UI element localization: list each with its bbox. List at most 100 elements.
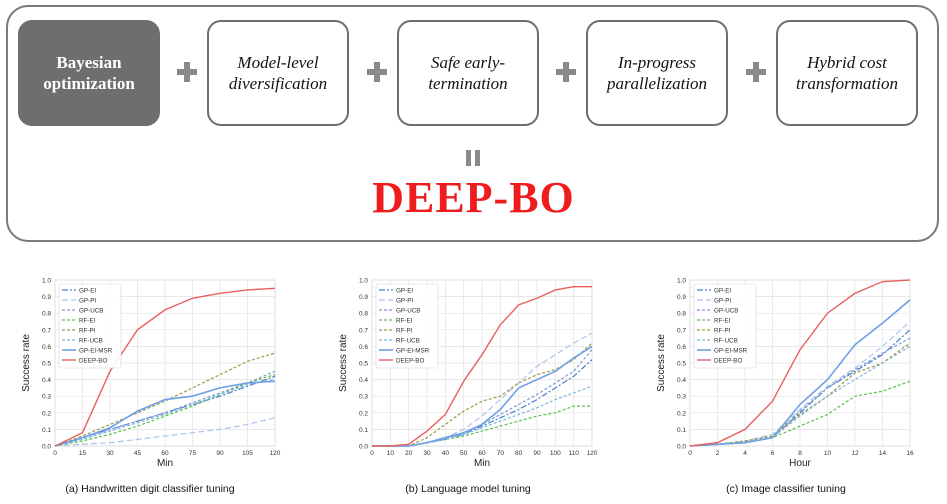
legend-label: RF-PI bbox=[714, 328, 731, 335]
y-tick-label: 0.6 bbox=[42, 344, 51, 351]
series-line-gp-ei-msr bbox=[689, 299, 911, 447]
y-axis-label: Success rate bbox=[338, 334, 349, 392]
y-tick-label: 0.8 bbox=[677, 311, 686, 318]
x-tick-label: 105 bbox=[242, 450, 253, 457]
x-tick-label: 45 bbox=[134, 450, 142, 457]
y-tick-label: 0.7 bbox=[677, 327, 686, 334]
x-tick-label: 30 bbox=[106, 450, 114, 457]
x-tick-label: 4 bbox=[743, 450, 747, 457]
component-bayesian-optimization: Bayesian optimization bbox=[18, 20, 160, 126]
y-tick-label: 0.8 bbox=[359, 311, 368, 318]
x-tick-label: 70 bbox=[497, 450, 505, 457]
y-tick-label: 0.7 bbox=[42, 327, 51, 334]
x-tick-label: 30 bbox=[423, 450, 431, 457]
x-tick-label: 100 bbox=[550, 450, 561, 457]
legend-label: GP-EI-MSR bbox=[714, 348, 748, 355]
legend-label: GP-PI bbox=[396, 298, 413, 305]
chart-c-caption: (c) Image classifier tuning bbox=[726, 483, 846, 495]
y-axis-label: Success rate bbox=[21, 334, 32, 392]
y-tick-label: 0.3 bbox=[677, 394, 686, 401]
y-tick-label: 0.3 bbox=[359, 394, 368, 401]
chart-b-caption: (b) Language model tuning bbox=[405, 483, 531, 495]
x-tick-label: 110 bbox=[568, 450, 579, 457]
series-line-deep-bo bbox=[689, 279, 911, 447]
x-axis-label: Hour bbox=[789, 458, 811, 469]
legend-label: GP-UCB bbox=[714, 308, 739, 315]
y-tick-label: 0.7 bbox=[359, 327, 368, 334]
x-tick-label: 0 bbox=[688, 450, 692, 457]
x-tick-label: 90 bbox=[216, 450, 224, 457]
y-tick-label: 1.0 bbox=[42, 278, 51, 285]
series-line-rf-ei bbox=[54, 374, 276, 447]
legend-label: DEEP-BO bbox=[79, 358, 107, 365]
y-tick-label: 0.0 bbox=[677, 444, 686, 451]
legend-label: RF-UCB bbox=[79, 338, 103, 345]
x-tick-label: 12 bbox=[851, 450, 859, 457]
y-axis-label: Success rate bbox=[656, 334, 667, 392]
series-line-deep-bo bbox=[54, 287, 276, 447]
y-tick-label: 0.0 bbox=[359, 444, 368, 451]
y-tick-label: 0.9 bbox=[359, 294, 368, 301]
x-tick-label: 20 bbox=[405, 450, 413, 457]
legend-box bbox=[693, 283, 757, 369]
y-tick-label: 0.8 bbox=[42, 311, 51, 318]
plus-icon bbox=[177, 62, 197, 82]
y-tick-label: 0.6 bbox=[359, 344, 368, 351]
x-tick-label: 120 bbox=[270, 450, 281, 457]
y-tick-label: 0.9 bbox=[42, 294, 51, 301]
y-tick-label: 0.2 bbox=[359, 410, 368, 417]
legend-label: GP-UCB bbox=[396, 308, 421, 315]
series-line-rf-pi bbox=[54, 352, 276, 447]
legend-box bbox=[58, 283, 122, 369]
x-axis-label: Min bbox=[157, 458, 173, 469]
chart-a-plot: 0.0 0.1 0.2 0.3 0.4 0.5 0.6 0.7 0.8 0.9 1.0 0 15 30 45… bbox=[21, 278, 281, 470]
x-tick-label: 120 bbox=[587, 450, 598, 457]
result-title: DEEP-BO bbox=[372, 173, 575, 222]
series-line-gp-ei-msr bbox=[372, 345, 593, 447]
component-hybrid-cost-transformation: Hybrid cost transformation bbox=[776, 20, 918, 126]
y-tick-label: 0.5 bbox=[359, 361, 368, 368]
y-tick-label: 1.0 bbox=[359, 278, 368, 285]
x-tick-label: 0 bbox=[53, 450, 57, 457]
x-tick-label: 14 bbox=[879, 450, 887, 457]
x-axis-label: Min bbox=[474, 458, 490, 469]
legend-label: RF-EI bbox=[714, 318, 731, 325]
legend-box bbox=[375, 283, 439, 369]
series-line-gp-ei-msr bbox=[54, 380, 276, 447]
y-tick-label: 0.2 bbox=[42, 410, 51, 417]
legend-label: GP-UCB bbox=[79, 308, 104, 315]
x-tick-label: 16 bbox=[906, 450, 914, 457]
y-tick-label: 0.4 bbox=[677, 377, 686, 384]
x-tick-label: 50 bbox=[460, 450, 468, 457]
legend-label: GP-EI-MSR bbox=[79, 348, 113, 355]
legend-label: RF-UCB bbox=[396, 338, 420, 345]
equals-icon bbox=[466, 150, 480, 166]
y-tick-label: 0.4 bbox=[359, 377, 368, 384]
y-tick-label: 0.1 bbox=[677, 427, 686, 434]
x-tick-label: 60 bbox=[478, 450, 486, 457]
x-tick-label: 90 bbox=[533, 450, 541, 457]
x-tick-label: 75 bbox=[189, 450, 197, 457]
legend-label: RF-PI bbox=[396, 328, 413, 335]
y-tick-label: 0.1 bbox=[42, 427, 51, 434]
y-tick-label: 0.4 bbox=[42, 377, 51, 384]
series-line-gp-ucb bbox=[54, 370, 276, 447]
y-tick-label: 1.0 bbox=[677, 278, 686, 285]
x-tick-label: 10 bbox=[824, 450, 832, 457]
legend-label: RF-UCB bbox=[714, 338, 738, 345]
x-tick-label: 10 bbox=[387, 450, 395, 457]
plus-icon bbox=[367, 62, 387, 82]
chart-b-plot: 0.0 0.1 0.2 0.3 0.4 0.5 0.6 0.7 0.8 0.9 1.0 0 10 20 30… bbox=[338, 278, 598, 470]
chart-c: 0.0 0.1 0.2 0.3 0.4 0.5 0.6 0.7 0.8 0.9 1.0 0 2 4 6 8 10… bbox=[636, 268, 914, 502]
chart-c-plot: 0.0 0.1 0.2 0.3 0.4 0.5 0.6 0.7 0.8 0.9 1.0 0 2 4 6 8 10… bbox=[656, 278, 914, 470]
y-tick-label: 0.5 bbox=[677, 361, 686, 368]
component-safe-early-termination: Safe early-termination bbox=[397, 20, 539, 126]
y-tick-label: 0.6 bbox=[677, 344, 686, 351]
plus-icon bbox=[746, 62, 766, 82]
x-tick-label: 2 bbox=[716, 450, 720, 457]
chart-a-caption: (a) Handwritten digit classifier tuning bbox=[65, 483, 235, 495]
x-tick-label: 60 bbox=[161, 450, 169, 457]
legend-label: RF-EI bbox=[396, 318, 413, 325]
legend-label: GP-PI bbox=[714, 298, 731, 305]
legend-label: GP-EI bbox=[714, 288, 731, 295]
